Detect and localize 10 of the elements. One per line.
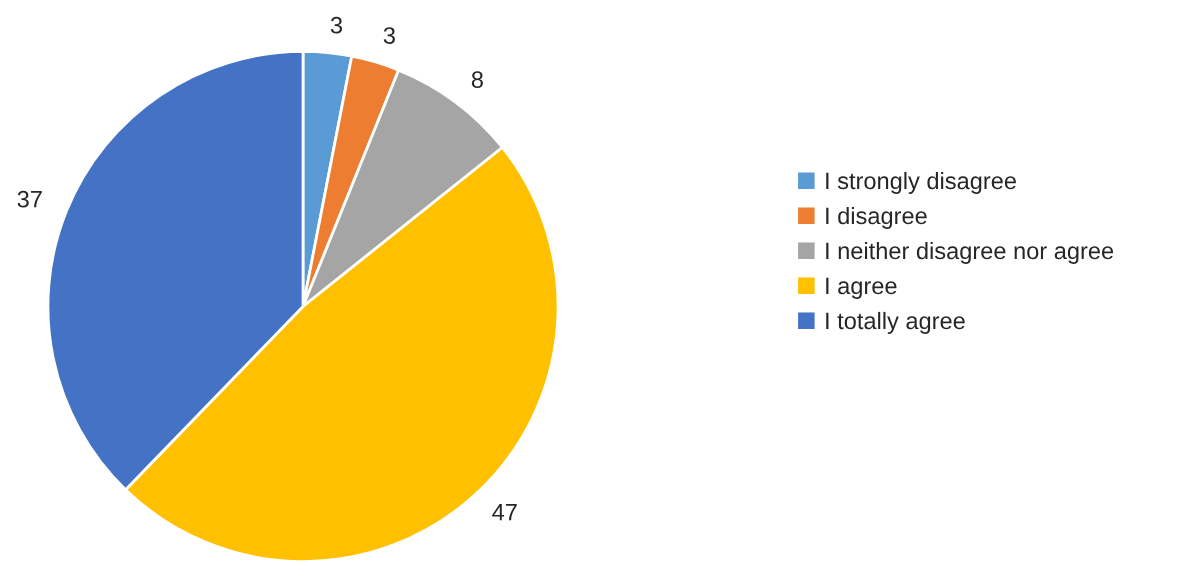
legend-label: I strongly disagree (826, 171, 1016, 194)
legend-label: I agree (826, 277, 897, 299)
data-label: 8 (471, 71, 483, 88)
legend-label: I disagree (826, 206, 927, 229)
legend-label: I totally agree (826, 311, 965, 334)
legend-label: I neither disagree nor agree (826, 241, 1114, 264)
data-label: 47 (492, 504, 517, 521)
data-label: 37 (17, 190, 42, 208)
data-label: 3 (383, 27, 395, 44)
data-label: 3 (330, 16, 343, 34)
